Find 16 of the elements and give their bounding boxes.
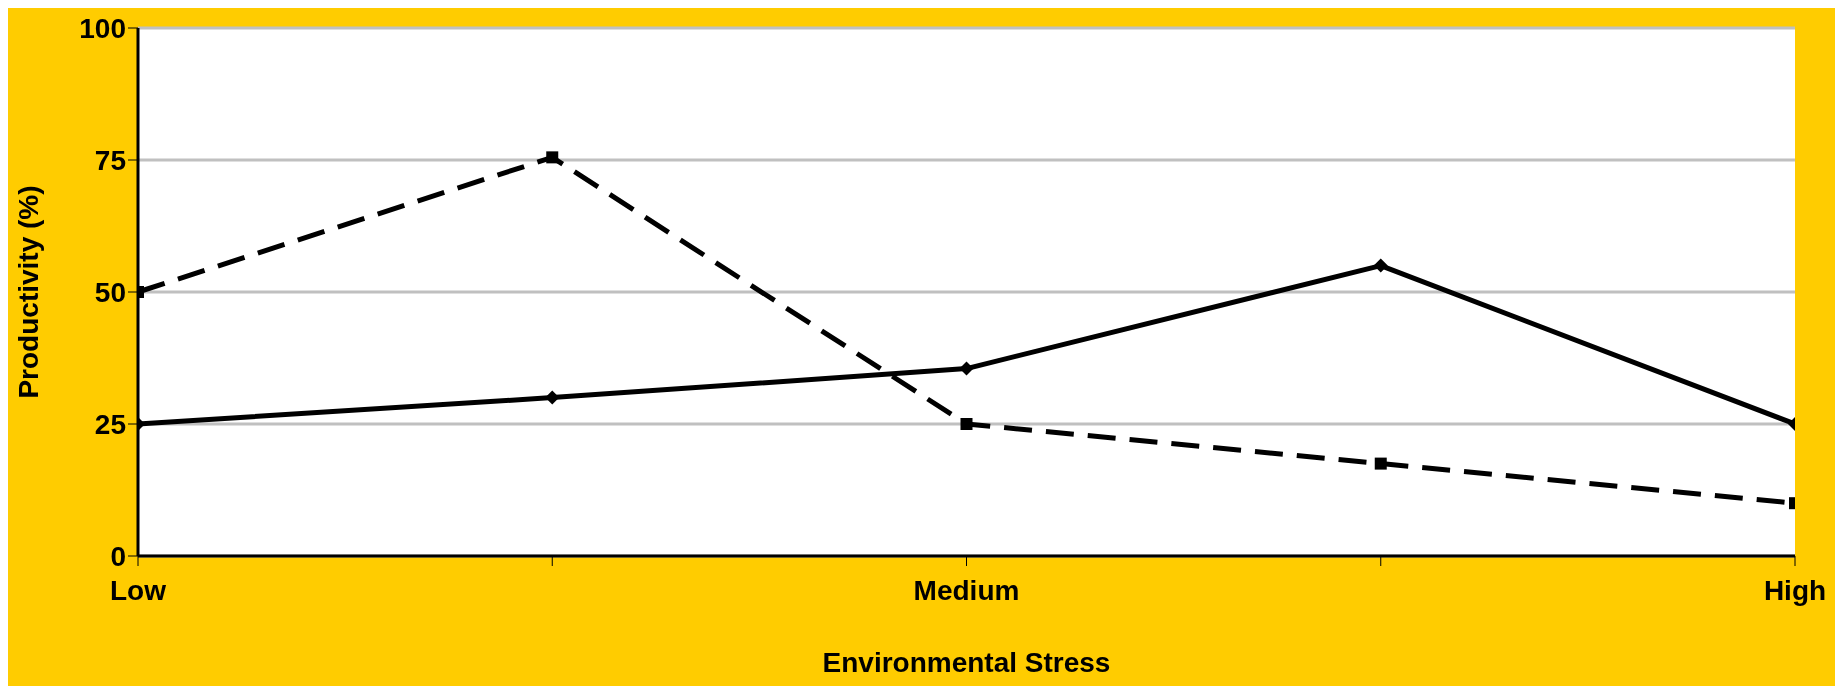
y-tick-label: 0 <box>110 540 126 572</box>
y-tick-label: 50 <box>94 276 126 308</box>
y-axis-title: Productivity (%) <box>12 185 44 399</box>
point <box>1373 258 1388 273</box>
point <box>959 361 974 376</box>
x-tick-label: Medium <box>913 574 1020 606</box>
x-tick-label: Low <box>110 574 167 606</box>
point <box>545 390 560 405</box>
y-tick-label: 75 <box>94 144 126 176</box>
x-tick-label: High <box>1763 574 1827 606</box>
point <box>546 151 559 164</box>
point <box>1374 457 1387 470</box>
y-tick-label: 100 <box>79 12 126 44</box>
point <box>960 418 973 430</box>
y-tick-label: 25 <box>94 408 126 440</box>
x-axis-title: Environmental Stress <box>822 647 1111 678</box>
